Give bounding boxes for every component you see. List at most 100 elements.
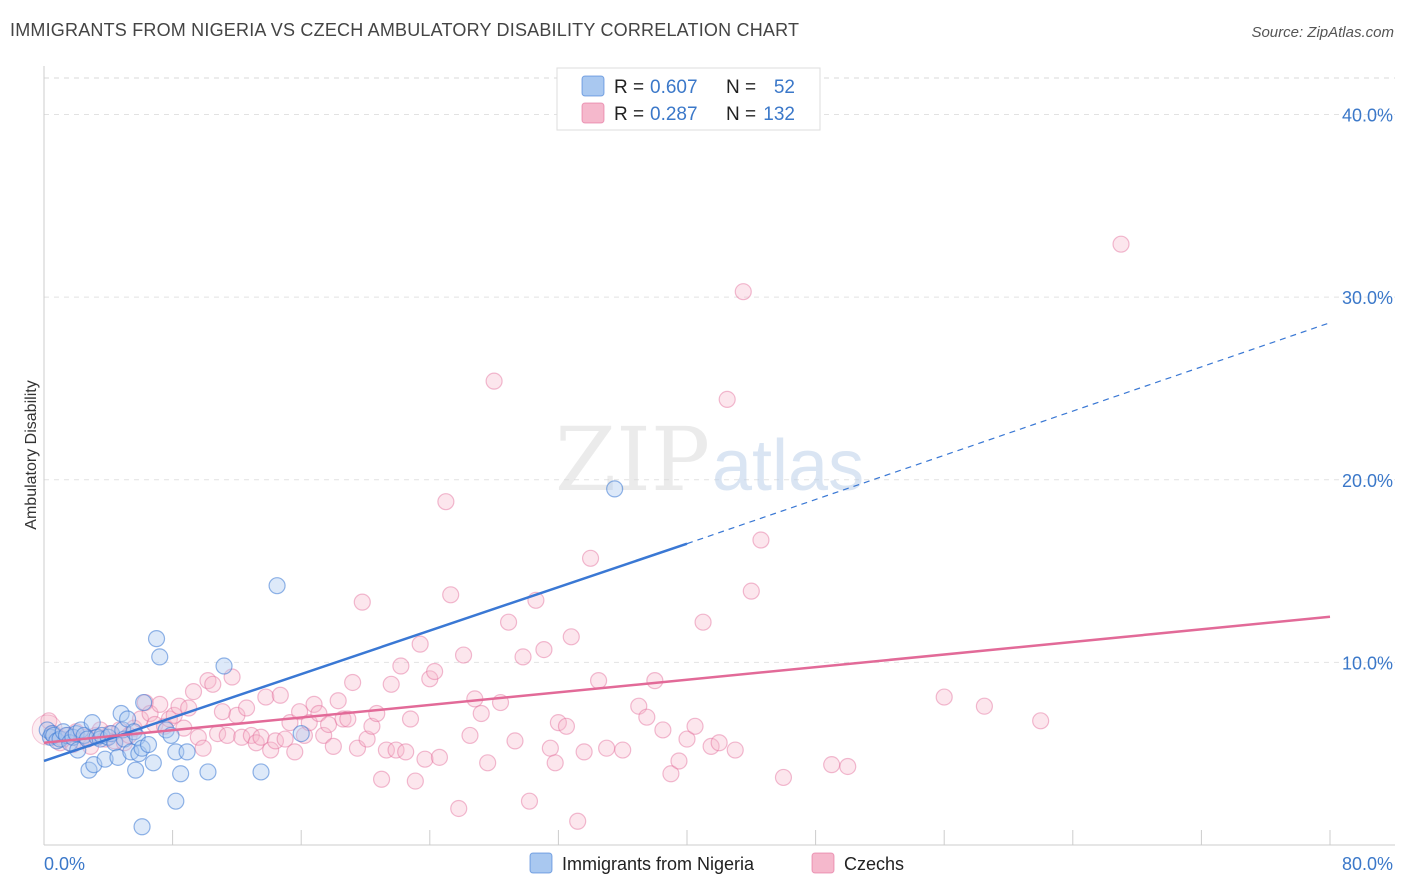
data-point-czechs — [252, 728, 270, 746]
data-point-nigeria — [80, 761, 98, 779]
bottom-swatch-nigeria — [529, 852, 553, 874]
data-point-czechs — [257, 688, 275, 706]
data-point-czechs — [151, 695, 169, 713]
data-point-czechs — [411, 635, 429, 653]
data-point-czechs — [598, 739, 616, 757]
data-point-czechs — [401, 710, 420, 728]
data-point-czechs — [535, 640, 553, 659]
data-point-czechs — [189, 728, 207, 746]
data-point-nigeria — [252, 763, 270, 781]
x-tick-min: 0.0% — [44, 854, 85, 874]
data-point-nigeria — [135, 693, 153, 712]
data-point-nigeria — [147, 630, 166, 648]
series-czechs-points — [31, 235, 1130, 830]
y-tick-label: 10.0% — [1342, 653, 1393, 673]
trend-line-czechs — [43, 615, 1331, 744]
data-point-czechs — [975, 697, 993, 715]
legend-r-value-2: 0.287 — [650, 104, 698, 125]
source-label: Source: ZipAtlas.com — [1251, 24, 1394, 41]
data-point-czechs — [589, 672, 608, 690]
data-point-nigeria — [172, 765, 190, 783]
data-point-czechs — [233, 728, 251, 746]
data-point-czechs — [421, 670, 439, 688]
data-point-czechs — [387, 741, 405, 759]
data-point-czechs — [290, 703, 309, 721]
data-point-czechs — [339, 710, 357, 728]
trend-line-nigeria-extension — [686, 322, 1331, 545]
data-point-czechs — [678, 730, 696, 748]
data-point-czechs — [262, 741, 280, 759]
watermark-atlas: atlas — [712, 426, 864, 506]
bottom-legend-czechs: Czechs — [844, 854, 904, 874]
data-point-czechs — [662, 765, 680, 783]
data-point-czechs — [450, 799, 468, 818]
data-point-nigeria — [151, 648, 169, 666]
data-point-czechs — [575, 743, 593, 761]
data-point-czechs — [324, 737, 342, 755]
data-point-czechs — [506, 732, 524, 750]
data-point-czechs — [472, 704, 490, 723]
data-point-czechs — [630, 697, 648, 715]
watermark-zip: ZIP — [555, 408, 710, 511]
data-point-czechs — [204, 675, 222, 693]
data-point-czechs — [416, 750, 434, 768]
data-point-czechs — [557, 717, 576, 735]
data-point-nigeria — [139, 735, 158, 754]
data-point-czechs — [430, 748, 449, 766]
data-point-czechs — [315, 726, 333, 745]
legend-n-label-1: N = — [726, 77, 756, 98]
data-point-czechs — [199, 672, 217, 690]
data-point-nigeria — [85, 756, 103, 774]
series-nigeria-points — [38, 480, 624, 836]
data-point-nigeria — [127, 761, 145, 779]
data-point-nigeria — [96, 750, 114, 768]
watermark: ZIP atlas — [555, 408, 864, 511]
data-point-czechs — [562, 628, 580, 646]
legend-swatch-nigeria — [581, 75, 605, 97]
data-point-czechs — [726, 741, 744, 759]
data-point-nigeria — [133, 818, 151, 836]
bottom-swatch-czechs — [811, 852, 835, 874]
data-point-czechs — [363, 717, 381, 735]
data-point-nigeria — [167, 792, 185, 810]
data-point-czechs — [344, 673, 362, 692]
x-tick-max: 80.0% — [1342, 854, 1393, 874]
data-point-czechs — [646, 672, 664, 690]
trend-line-nigeria — [43, 542, 688, 763]
data-point-czechs — [377, 741, 395, 759]
data-point-czechs — [329, 692, 347, 710]
data-point-czechs — [546, 754, 564, 772]
data-point-czechs — [485, 372, 503, 390]
data-point-nigeria — [199, 763, 217, 781]
data-point-czechs — [319, 715, 338, 734]
data-point-czechs — [499, 613, 518, 631]
data-point-czechs — [348, 739, 367, 757]
data-point-czechs — [702, 737, 720, 755]
data-point-czechs — [372, 770, 391, 788]
data-point-czechs — [581, 549, 600, 567]
data-point-czechs — [368, 704, 386, 723]
data-point-czechs — [218, 726, 236, 745]
data-point-nigeria — [178, 743, 196, 761]
y-tick-label: 40.0% — [1342, 106, 1393, 126]
legend-n-value-1: 52 — [774, 77, 795, 98]
data-point-czechs — [454, 646, 473, 664]
data-point-czechs — [358, 730, 376, 748]
legend-r-label-2: R = — [614, 104, 644, 125]
data-point-czechs — [392, 657, 410, 675]
data-point-czechs — [276, 730, 294, 748]
data-point-czechs — [1112, 235, 1130, 253]
data-point-czechs — [271, 686, 289, 704]
data-point-czechs — [286, 743, 304, 761]
y-tick-label: 30.0% — [1342, 288, 1393, 308]
data-point-czechs — [839, 757, 857, 776]
data-point-czechs — [823, 756, 841, 774]
data-point-czechs — [406, 772, 424, 790]
bottom-legend-nigeria: Immigrants from Nigeria — [562, 854, 755, 874]
trend-lines — [43, 322, 1331, 763]
series-legend: Immigrants from Nigeria Czechs — [529, 852, 904, 874]
legend-swatch-czechs — [581, 102, 605, 124]
data-point-czechs — [569, 812, 587, 830]
data-point-czechs — [752, 531, 770, 549]
